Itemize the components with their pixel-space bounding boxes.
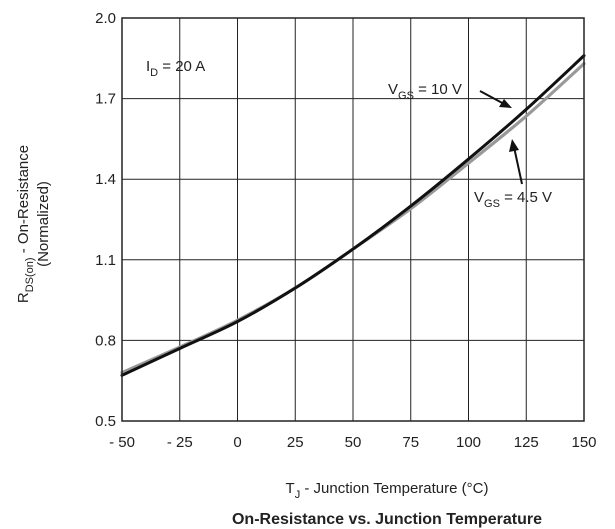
y-axis-label: RDS(on) - On-Resistance (Normalized) (15, 145, 52, 303)
y-tick-label: 0.8 (95, 332, 116, 349)
x-tick-label: - 50 (109, 434, 135, 451)
y-tick-labels: 0.5 0.8 1.1 1.4 1.7 2.0 (95, 10, 116, 430)
y-tick-label: 1.1 (95, 252, 116, 269)
y-tick-label: 2.0 (95, 10, 116, 27)
y-tick-label: 1.4 (95, 171, 116, 188)
x-tick-label: - 25 (167, 434, 193, 451)
chart-title: On-Resistance vs. Junction Temperature (232, 511, 542, 528)
x-tick-label: 50 (345, 434, 362, 451)
x-tick-label: 0 (233, 434, 241, 451)
series-line-vgs-10v (120, 54, 586, 377)
x-tick-label: 75 (402, 434, 419, 451)
grid-lines (122, 18, 584, 421)
x-axis-label: TJ - Junction Temperature (°C) (286, 480, 489, 501)
y-tick-label: 0.5 (95, 413, 116, 430)
condition-label: ID = 20 A (146, 58, 205, 79)
x-tick-label: 100 (456, 434, 481, 451)
svg-text:(Normalized): (Normalized) (35, 181, 52, 267)
x-tick-label: 150 (571, 434, 596, 451)
plot-frame (121, 17, 585, 422)
x-tick-label: 25 (287, 434, 304, 451)
x-tick-labels: - 50 - 25 0 25 50 75 100 125 150 (109, 434, 596, 451)
series-label-vgs-4-5v: VGS = 4.5 V (474, 189, 552, 210)
y-tick-label: 1.7 (95, 91, 116, 108)
series-label-vgs-10v: VGS = 10 V (388, 81, 462, 102)
annotation-arrow-10v (479, 90, 512, 108)
annotation-arrow-4-5v (509, 139, 523, 185)
svg-text:RDS(on) - On-Resistance: RDS(on) - On-Resistance (15, 145, 36, 303)
series-lines (120, 54, 586, 377)
x-tick-label: 125 (514, 434, 539, 451)
